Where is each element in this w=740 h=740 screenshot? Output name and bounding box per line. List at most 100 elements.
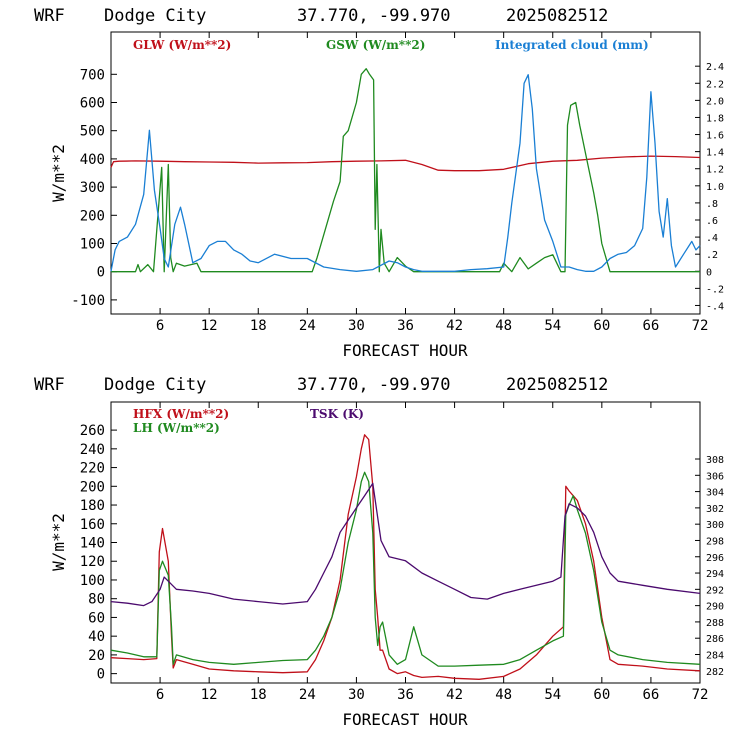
legend-hfx: HFX (W/m**2) xyxy=(133,407,229,421)
header-coords: 37.770, -99.970 xyxy=(297,6,451,26)
y2-tick-label: 1.6 xyxy=(706,131,724,142)
y2-tick-label: 300 xyxy=(706,520,724,531)
y-axis-label: W/m**2 xyxy=(49,513,68,571)
y2-tick-label: 296 xyxy=(706,553,724,564)
x-tick-label: 48 xyxy=(495,318,512,334)
legend-lh: LH (W/m**2) xyxy=(133,421,220,435)
x-tick-label: 60 xyxy=(593,687,610,703)
y2-tick-label: 290 xyxy=(706,602,724,613)
y2-tick-label: 292 xyxy=(706,585,724,596)
x-tick-label: 66 xyxy=(642,318,659,334)
y2-tick-label: 298 xyxy=(706,536,724,547)
legend-gsw: GSW (W/m**2) xyxy=(326,38,425,52)
x-tick-label: 48 xyxy=(495,687,512,703)
x-tick-label: 24 xyxy=(299,318,316,334)
y-tick-label: 80 xyxy=(88,592,105,608)
series-line-0 xyxy=(110,434,701,680)
series-line-1 xyxy=(111,68,700,273)
y2-tick-label: 286 xyxy=(706,634,724,645)
y-tick-label: 600 xyxy=(80,96,105,112)
y2-tick-label: 302 xyxy=(706,504,724,515)
x-tick-label: 30 xyxy=(348,687,365,703)
y-tick-label: 240 xyxy=(80,442,105,458)
x-tick-label: 36 xyxy=(397,318,414,334)
y-axis-ticks: -100 0 100 200 300 400 500 600 700 xyxy=(71,67,117,309)
y-tick-label: 260 xyxy=(80,423,105,439)
y2-tick-label: 288 xyxy=(706,618,724,629)
x-tick-label: 36 xyxy=(397,687,414,703)
y2-tick-label: .8 xyxy=(706,199,718,210)
x-tick-label: 18 xyxy=(250,318,267,334)
header-run: 2025082512 xyxy=(506,6,608,26)
x-tick-label: 30 xyxy=(348,318,365,334)
plot-frame xyxy=(110,401,701,684)
y-tick-label: 700 xyxy=(80,67,105,83)
y-tick-label: 60 xyxy=(88,610,105,626)
y2-tick-label: -.2 xyxy=(706,284,724,295)
x-tick-label: 24 xyxy=(299,687,316,703)
y2-tick-label: -.4 xyxy=(706,301,724,312)
top-panel: WRF Dodge City 37.770, -99.970 202508251… xyxy=(34,6,724,360)
series-lines xyxy=(110,434,701,680)
x-axis-label: FORECAST HOUR xyxy=(342,341,468,360)
y-axis-label: W/m**2 xyxy=(49,144,68,202)
y2-tick-label: 294 xyxy=(706,569,724,580)
y-tick-label: 120 xyxy=(80,554,105,570)
series-line-0 xyxy=(110,155,701,172)
y2-tick-label: 2.2 xyxy=(706,79,724,90)
header-station: Dodge City xyxy=(104,375,206,395)
y-tick-label: 400 xyxy=(80,152,105,168)
x-tick-label: 18 xyxy=(250,687,267,703)
y-tick-label: 500 xyxy=(80,124,105,140)
y-tick-label: 100 xyxy=(80,237,105,253)
x-axis-ticks: 6 12 18 24 30 36 42 48 54 60 66 72 xyxy=(156,402,708,703)
y2-tick-label: 2.0 xyxy=(706,96,724,107)
x-axis-label: FORECAST HOUR xyxy=(342,710,468,729)
series-line-2 xyxy=(110,482,701,607)
y-tick-label: 0 xyxy=(97,667,105,683)
bottom-panel: WRF Dodge City 37.770, -99.970 202508251… xyxy=(34,375,724,729)
y-tick-label: 200 xyxy=(80,208,105,224)
x-tick-label: 42 xyxy=(446,318,463,334)
y2-tick-label: 282 xyxy=(706,667,724,678)
header-model: WRF xyxy=(34,6,65,26)
y2-tick-label: 306 xyxy=(706,471,724,482)
x-tick-label: 6 xyxy=(156,318,164,334)
y2-tick-label: .4 xyxy=(706,233,718,244)
y2-tick-label: 1.2 xyxy=(706,165,724,176)
y-tick-label: 200 xyxy=(80,479,105,495)
y2-axis-ticks: 282 284 286 288 290 292 294 296 298 300 302 304 306 3… xyxy=(695,455,724,678)
header-coords: 37.770, -99.970 xyxy=(297,375,451,395)
y-tick-label: 20 xyxy=(88,648,105,664)
header-model: WRF xyxy=(34,375,65,395)
header-station: Dodge City xyxy=(104,6,206,26)
y2-tick-label: 308 xyxy=(706,455,724,466)
x-tick-label: 54 xyxy=(544,687,561,703)
x-tick-label: 66 xyxy=(642,687,659,703)
y-tick-label: 160 xyxy=(80,517,105,533)
x-tick-label: 54 xyxy=(544,318,561,334)
x-tick-label: 60 xyxy=(593,318,610,334)
x-tick-label: 12 xyxy=(201,318,218,334)
series-line-2 xyxy=(110,74,701,272)
x-tick-label: 72 xyxy=(692,318,709,334)
y2-axis-ticks: -.4 -.2 0 .2 .4 .6 .8 1.0 1.2 1.4 1.6 1.8 2.0 2.2 2.4 xyxy=(695,62,724,312)
legend-tsk: TSK (K) xyxy=(310,407,364,421)
y2-tick-label: 2.4 xyxy=(706,62,724,73)
series-line-1 xyxy=(110,471,701,667)
y-tick-label: 140 xyxy=(80,536,105,552)
y2-tick-label: 1.8 xyxy=(706,113,724,124)
series-lines xyxy=(110,68,701,273)
y2-tick-label: 284 xyxy=(706,650,724,661)
y2-tick-label: 1.0 xyxy=(706,182,724,193)
y-tick-label: 40 xyxy=(88,629,105,645)
y2-tick-label: 0 xyxy=(706,267,712,278)
y-tick-label: -100 xyxy=(71,293,105,309)
y-tick-label: 300 xyxy=(80,180,105,196)
y2-tick-label: .2 xyxy=(706,250,718,261)
legend-cloud: Integrated cloud (mm) xyxy=(495,38,649,52)
y-tick-label: 220 xyxy=(80,461,105,477)
y-axis-ticks: 0 20 40 60 80 100 120 140 160 180 200 220 240 260 xyxy=(80,423,117,683)
y-tick-label: 0 xyxy=(97,265,105,281)
